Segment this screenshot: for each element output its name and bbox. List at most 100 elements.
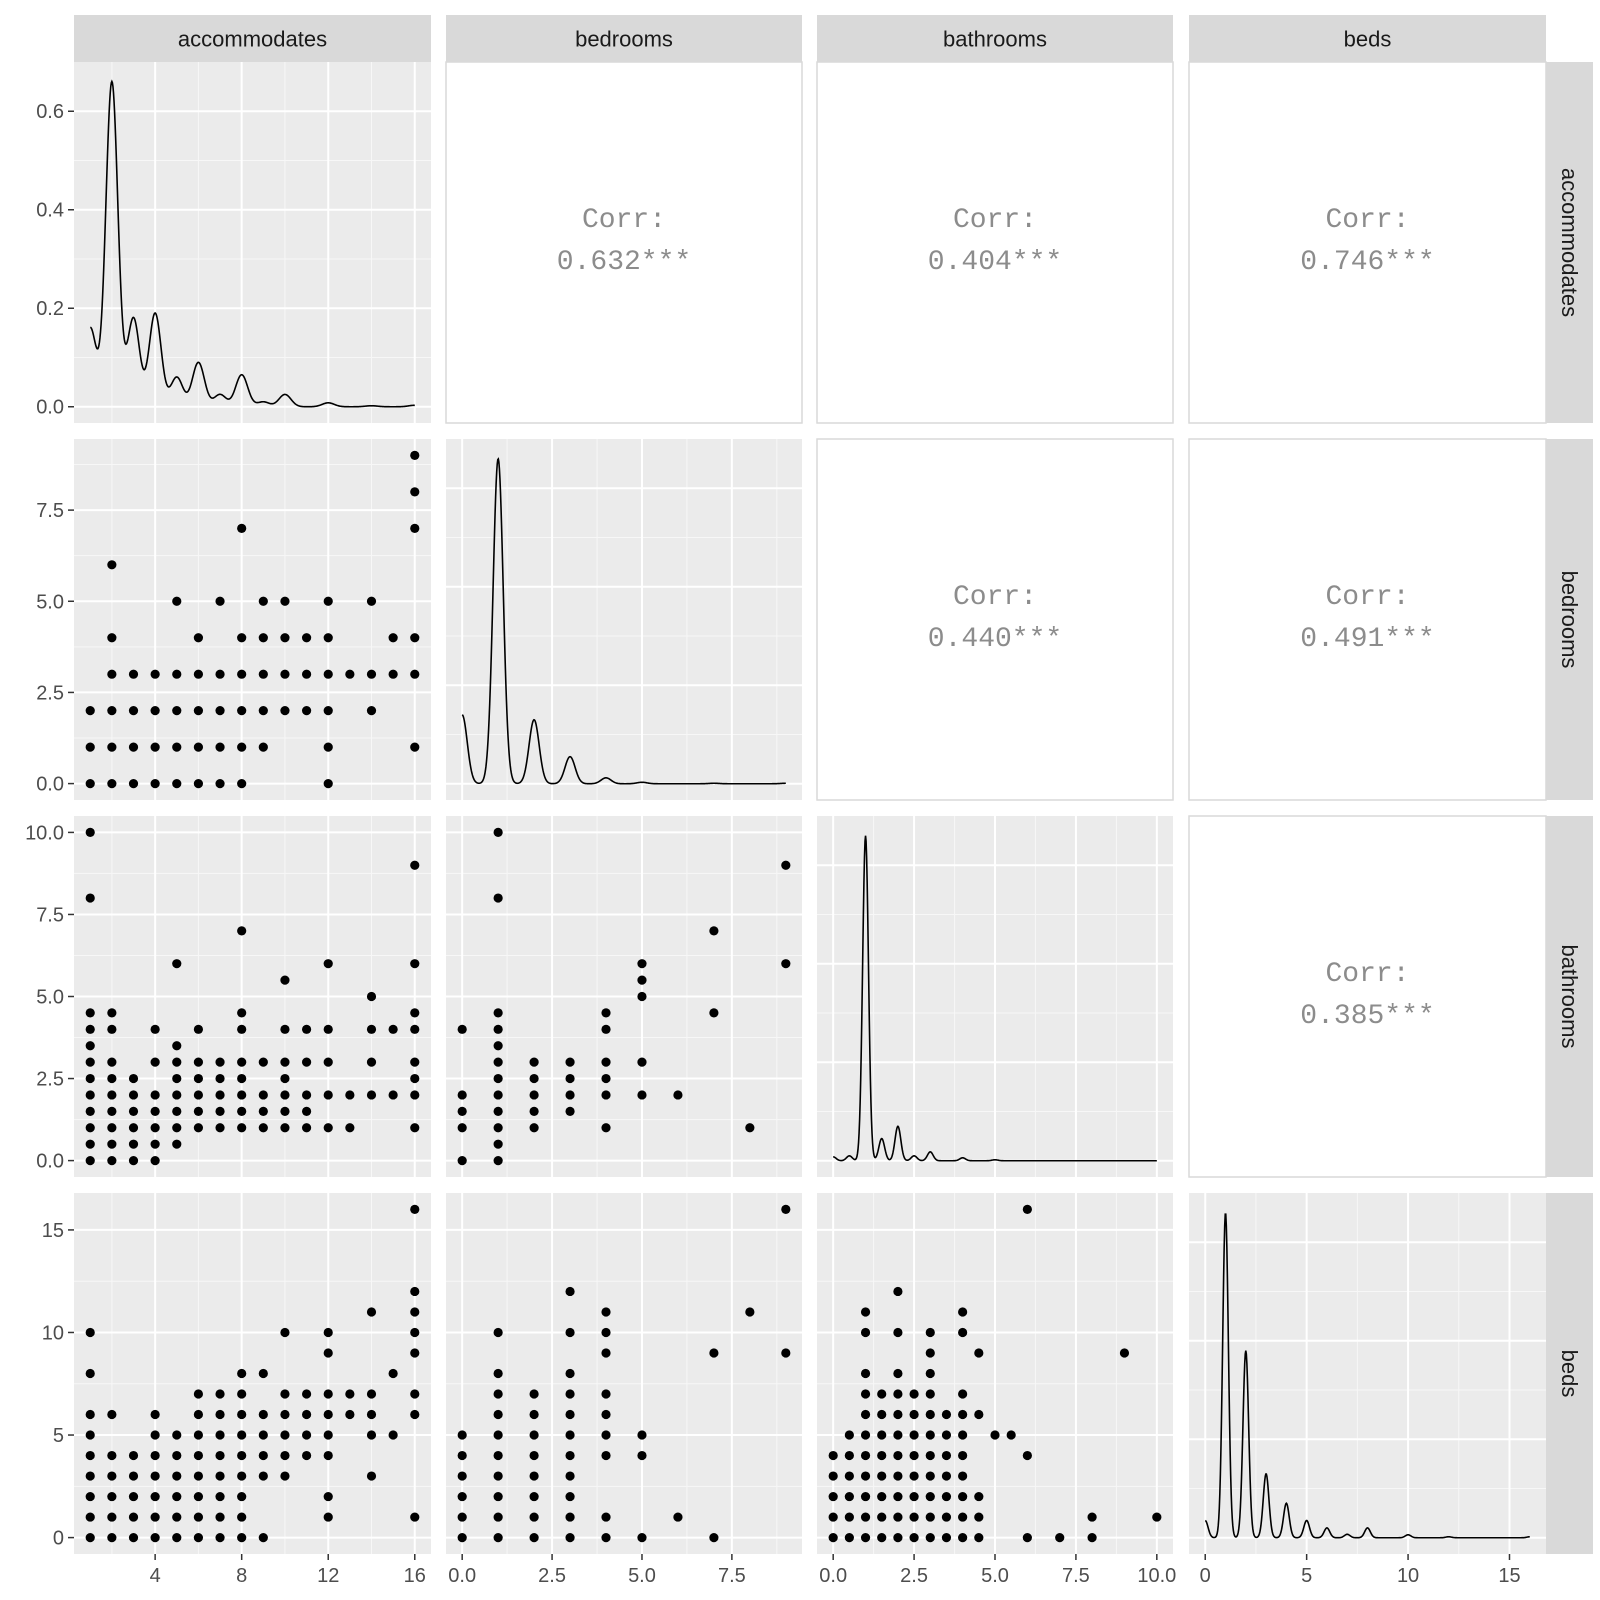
scatter-point xyxy=(193,1106,204,1116)
row-strip-accommodates xyxy=(1546,62,1593,423)
scatter-point xyxy=(323,1348,333,1358)
scatter-point xyxy=(150,669,160,679)
scatter-point xyxy=(280,669,290,679)
scatter-point xyxy=(128,1123,139,1133)
scatter-point xyxy=(193,633,204,643)
scatter-point xyxy=(323,742,333,752)
scatter-point xyxy=(150,1057,160,1067)
scatter-point xyxy=(974,1348,984,1358)
scatter-point xyxy=(323,1024,333,1034)
scatter-point xyxy=(172,1532,182,1543)
scatter-point xyxy=(237,1450,247,1461)
scatter-point xyxy=(877,1532,887,1543)
scatter-point xyxy=(237,1106,247,1116)
row-strip-bathrooms xyxy=(1546,816,1593,1177)
scatter-point xyxy=(107,1491,117,1502)
x-tick-label: 5 xyxy=(1301,1565,1312,1587)
x-tick-label: 0.0 xyxy=(448,1565,476,1587)
scatter-point xyxy=(958,1307,968,1317)
scatter-point xyxy=(601,1409,611,1420)
scatter-point xyxy=(529,1073,539,1084)
scatter-point xyxy=(150,1024,160,1034)
scatter-point xyxy=(410,523,420,533)
scatter-point xyxy=(877,1491,887,1502)
scatter-point xyxy=(215,1409,225,1420)
scatter-point xyxy=(301,669,312,679)
scatter-point xyxy=(388,1090,398,1100)
scatter-point xyxy=(107,742,117,752)
scatter-point xyxy=(323,959,333,969)
scatter-point xyxy=(410,959,420,969)
scatter-point xyxy=(193,1532,204,1543)
scatter-point xyxy=(107,1155,117,1166)
plot-panel-bg xyxy=(446,439,802,800)
scatter-point xyxy=(193,1512,204,1522)
scatter-point xyxy=(366,1024,377,1034)
scatter-point xyxy=(280,1057,290,1067)
scatter-point xyxy=(193,669,204,679)
scatter-point xyxy=(237,1430,247,1440)
plot-panel-bg xyxy=(74,62,431,423)
scatter-point xyxy=(172,1106,182,1116)
scatter-point xyxy=(150,706,160,716)
scatter-point xyxy=(1087,1532,1097,1543)
scatter-point xyxy=(637,991,647,1002)
scatter-point xyxy=(493,1450,503,1461)
scatter-point xyxy=(237,1368,247,1379)
scatter-point xyxy=(366,706,377,716)
scatter-point xyxy=(860,1450,871,1461)
x-tick-label: 5.0 xyxy=(628,1565,656,1587)
panel-bathrooms-accommodates xyxy=(74,816,431,1177)
scatter-point xyxy=(565,1430,575,1440)
scatter-point xyxy=(215,1532,225,1543)
scatter-point xyxy=(172,778,182,789)
scatter-point xyxy=(258,1430,268,1440)
column-strip-bathrooms xyxy=(817,15,1173,62)
scatter-point xyxy=(172,596,182,606)
x-tick-label: 0.0 xyxy=(819,1565,847,1587)
scatter-point xyxy=(529,1491,539,1502)
scatter-point xyxy=(909,1430,919,1440)
y-tick-label: 10 xyxy=(42,1322,64,1344)
scatter-point xyxy=(193,778,204,789)
scatter-point xyxy=(107,706,117,716)
scatter-point xyxy=(193,1073,204,1084)
scatter-point xyxy=(893,1327,903,1338)
scatter-point xyxy=(529,1430,539,1440)
scatter-point xyxy=(172,1041,182,1051)
scatter-point xyxy=(877,1450,887,1461)
scatter-point xyxy=(128,742,139,752)
scatter-point xyxy=(107,633,117,643)
scatter-point xyxy=(565,1491,575,1502)
scatter-point xyxy=(493,1106,503,1116)
scatter-point xyxy=(410,669,420,679)
scatter-point xyxy=(150,1491,160,1502)
scatter-point xyxy=(172,1471,182,1481)
scatter-point xyxy=(601,1008,611,1018)
scatter-point xyxy=(323,778,333,789)
scatter-point xyxy=(323,1409,333,1420)
scatter-point xyxy=(410,1348,420,1358)
scatter-point xyxy=(258,1106,268,1116)
scatter-point xyxy=(107,1450,117,1461)
scatter-point xyxy=(493,1389,503,1399)
scatter-point xyxy=(493,1471,503,1481)
scatter-point xyxy=(388,1368,398,1379)
scatter-point xyxy=(493,1123,503,1133)
scatter-point xyxy=(366,1409,377,1420)
scatter-point xyxy=(1006,1430,1016,1440)
scatter-point xyxy=(1022,1532,1032,1543)
scatter-point xyxy=(410,1204,420,1215)
scatter-point xyxy=(150,1430,160,1440)
scatter-point xyxy=(958,1471,968,1481)
panel-beds-beds xyxy=(1189,1193,1546,1554)
scatter-point xyxy=(172,1139,182,1149)
scatter-point xyxy=(601,1430,611,1440)
scatter-point xyxy=(258,1090,268,1100)
scatter-point xyxy=(150,1123,160,1133)
scatter-point xyxy=(172,1491,182,1502)
scatter-point xyxy=(781,959,791,969)
scatter-point xyxy=(128,1139,139,1149)
panel-accommodates-bathrooms: Corr: 0.404*** xyxy=(816,61,1174,424)
scatter-point xyxy=(958,1532,968,1543)
